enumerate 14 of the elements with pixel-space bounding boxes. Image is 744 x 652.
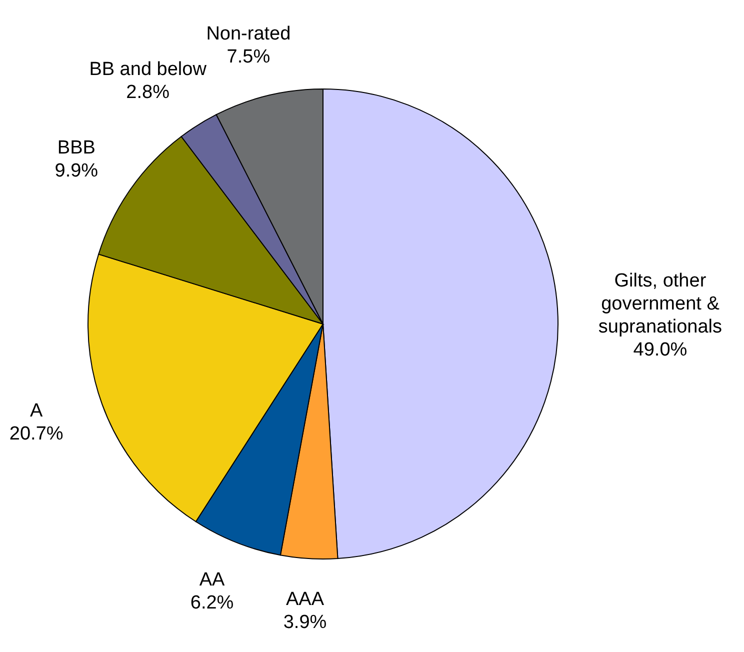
data-label: 20.7%	[9, 423, 64, 444]
data-label: 2.8%	[126, 82, 170, 103]
data-label: 7.5%	[226, 46, 270, 67]
slice-label: AAA	[286, 588, 324, 610]
slice-label: BB and below	[89, 58, 207, 80]
data-label: 49.0%	[633, 338, 688, 360]
slice-label: Gilts, other government & supranationals	[598, 270, 722, 337]
slice-label: BBB	[57, 136, 96, 158]
data-label: 9.9%	[54, 160, 98, 181]
slice-label: AA	[199, 568, 226, 590]
data-label: 3.9%	[283, 611, 327, 632]
slice-label: A	[30, 400, 44, 422]
slice-label: Non-rated	[206, 22, 291, 44]
data-label: 6.2%	[190, 592, 234, 613]
